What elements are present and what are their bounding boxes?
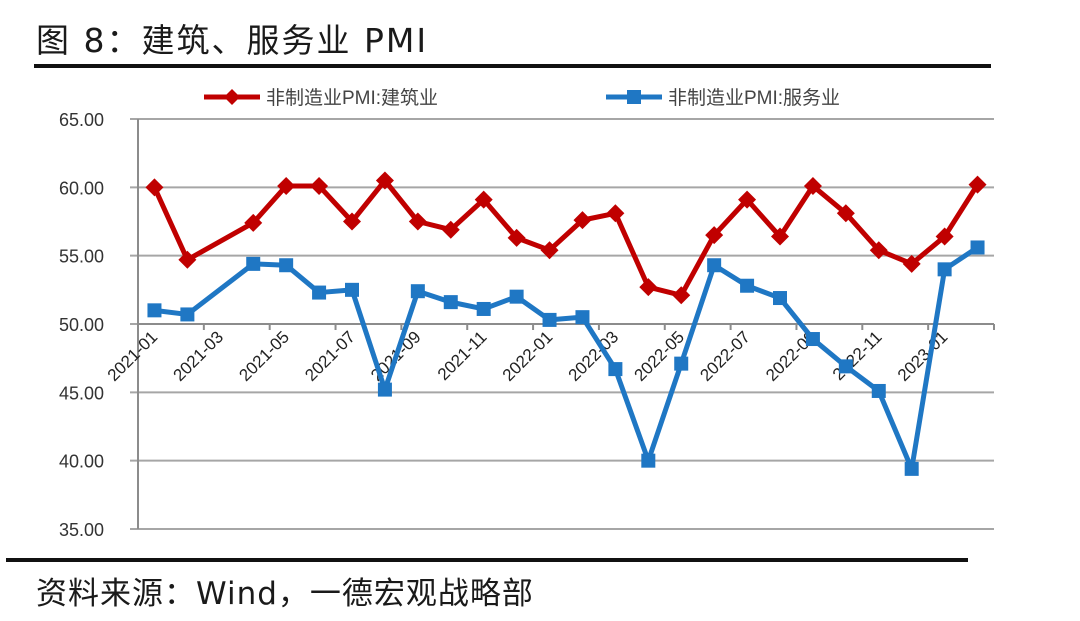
x-tick-label: 2021-07: [301, 327, 359, 385]
diamond-marker: [705, 226, 724, 245]
diamond-marker: [771, 227, 789, 246]
square-marker: [937, 262, 952, 277]
diamond-marker: [408, 212, 427, 231]
x-tick-label: 2021-03: [170, 327, 228, 385]
legend-item-construction: 非制造业PMI:建筑业: [204, 87, 438, 109]
title-divider: [34, 64, 991, 68]
diamond-marker: [540, 241, 559, 260]
square-marker: [740, 278, 755, 293]
chart-title: 图 8：建筑、服务业 PMI: [36, 21, 429, 60]
square-marker: [805, 332, 820, 347]
diamond-marker: [310, 176, 329, 195]
y-axis: 65.00 60.00 55.00 50.00 45.00 40.00 35.00: [59, 110, 139, 540]
series-construction: [145, 171, 987, 305]
square-marker: [575, 310, 590, 325]
diamond-marker: [968, 175, 987, 194]
square-marker: [476, 301, 491, 316]
square-marker: [279, 258, 294, 273]
y-tick-label: 40.00: [59, 452, 104, 472]
legend-label: 非制造业PMI:服务业: [668, 87, 840, 109]
square-marker: [608, 362, 623, 377]
square-marker: [410, 284, 425, 299]
diamond-marker: [244, 213, 263, 232]
line-chart: 非制造业PMI:建筑业 非制造业PMI:服务业 65.00 60.00 55.00 50…: [59, 87, 995, 540]
square-marker: [312, 285, 327, 300]
series-line: [152, 178, 980, 298]
diamond-marker: [869, 241, 888, 260]
square-marker: [838, 359, 853, 374]
y-tick-label: 35.00: [59, 520, 104, 540]
x-tick-label: 2023-01: [894, 327, 952, 385]
diamond-marker: [441, 220, 460, 239]
x-tick-label: 2021-11: [434, 327, 491, 384]
x-tick-label: 2022-01: [499, 327, 557, 385]
diamond-marker: [902, 254, 921, 273]
legend: 非制造业PMI:建筑业 非制造业PMI:服务业: [204, 87, 840, 109]
square-marker: [542, 312, 557, 327]
series-services: [147, 240, 985, 476]
diamond-marker: [803, 176, 822, 195]
square-marker: [641, 453, 656, 468]
square-marker: [707, 258, 722, 273]
square-marker: [871, 383, 886, 398]
diamond-marker: [507, 228, 526, 247]
square-marker: [345, 282, 359, 297]
source-divider: [6, 558, 968, 562]
diamond-marker: [343, 212, 361, 231]
diamond-marker-icon: [224, 89, 240, 105]
square-marker: [674, 356, 689, 371]
x-tick-label: 2021-05: [235, 327, 293, 385]
square-marker: [147, 303, 162, 318]
diamond-marker: [573, 211, 592, 230]
diamond-marker: [935, 227, 954, 246]
square-marker: [180, 307, 195, 322]
diamond-marker: [178, 250, 197, 269]
y-tick-label: 55.00: [59, 247, 104, 267]
legend-item-services: 非制造业PMI:服务业: [606, 87, 840, 109]
x-tick-label: 2022-07: [696, 327, 754, 385]
diamond-marker: [277, 176, 296, 195]
square-marker: [904, 461, 919, 476]
square-marker: [246, 256, 261, 271]
diamond-marker: [836, 204, 855, 223]
x-tick-label: 2021-01: [104, 327, 162, 385]
square-marker: [443, 295, 458, 310]
legend-label: 非制造业PMI:建筑业: [266, 87, 438, 109]
y-tick-label: 65.00: [59, 110, 104, 130]
diamond-marker: [145, 178, 164, 197]
diamond-marker: [606, 204, 625, 223]
square-marker: [773, 291, 787, 306]
diamond-marker: [474, 190, 493, 209]
square-marker-icon: [627, 90, 641, 104]
square-marker: [377, 382, 392, 397]
y-tick-label: 50.00: [59, 315, 104, 335]
square-marker: [509, 289, 524, 304]
y-tick-label: 60.00: [59, 178, 104, 198]
diamond-marker: [375, 171, 394, 190]
diamond-marker: [639, 278, 658, 297]
square-marker: [970, 240, 985, 255]
series-layer: [145, 171, 987, 476]
diamond-marker: [672, 286, 691, 305]
source-note: 资料来源：Wind，一德宏观战略部: [36, 576, 534, 612]
diamond-marker: [738, 190, 757, 209]
y-tick-label: 45.00: [59, 383, 104, 403]
